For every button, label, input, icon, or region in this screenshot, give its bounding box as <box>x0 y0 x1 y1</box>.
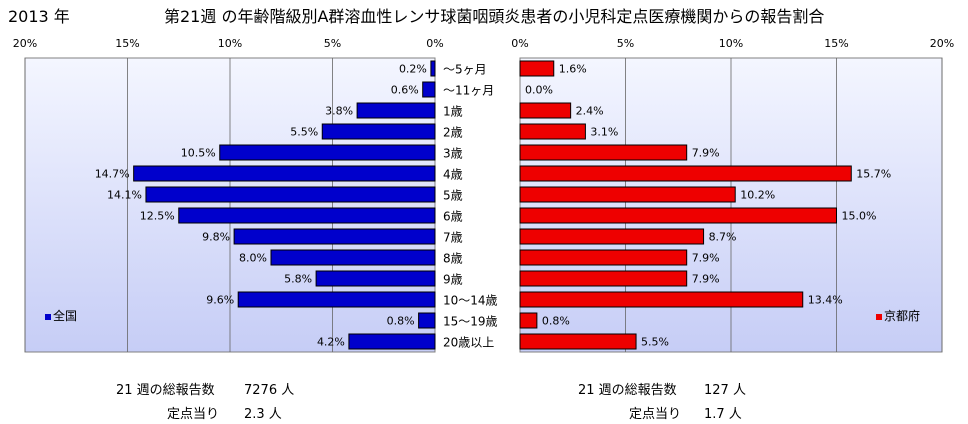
kyoto-bar <box>519 312 538 329</box>
kyoto-data-label: 15.7% <box>856 168 891 181</box>
kyoto-bar <box>519 270 688 287</box>
kyoto-data-label: 15.0% <box>842 210 877 223</box>
kyoto-x-tick-label: 0% <box>511 37 528 50</box>
national-total-value: 7276 人 <box>244 383 295 398</box>
national-data-label: 3.8% <box>325 105 353 118</box>
kyoto-total-value: 127 人 <box>704 383 746 398</box>
kyoto-per-point-label: 定点当り <box>629 407 682 422</box>
national-legend-label: 全国 <box>53 308 77 323</box>
age-category-label: 3歳 <box>443 147 463 161</box>
age-category-label: 4歳 <box>443 168 463 182</box>
national-data-label: 5.5% <box>290 126 318 139</box>
kyoto-per-point-value: 1.7 人 <box>704 407 742 422</box>
national-bar <box>270 249 436 266</box>
national-legend-swatch <box>45 314 51 320</box>
national-per-point-label: 定点当り <box>167 407 220 422</box>
national-data-label: 14.1% <box>107 189 142 202</box>
kyoto-bar <box>519 186 736 203</box>
age-category-label: 7歳 <box>443 231 463 245</box>
national-total-label: 21 週の総報告数 <box>116 383 215 398</box>
national-x-tick-label: 20% <box>13 37 37 50</box>
age-category-label: 20歳以上 <box>443 336 494 350</box>
kyoto-legend-label: 京都府 <box>884 308 920 323</box>
national-data-label: 0.2% <box>399 63 427 76</box>
kyoto-data-label: 7.9% <box>692 147 720 160</box>
national-x-tick-label: 15% <box>115 37 139 50</box>
age-category-label: 15～19歳 <box>443 315 498 329</box>
national-bar <box>237 291 436 308</box>
national-data-label: 10.5% <box>181 147 216 160</box>
kyoto-data-label: 2.4% <box>576 105 604 118</box>
kyoto-data-label: 7.9% <box>692 273 720 286</box>
national-data-label: 0.6% <box>391 84 419 97</box>
age-category-label: 2歳 <box>443 126 463 140</box>
national-bar <box>178 207 436 224</box>
national-data-label: 0.8% <box>387 315 415 328</box>
national-bar <box>430 60 436 77</box>
kyoto-data-label: 8.7% <box>709 231 737 244</box>
national-data-label: 8.0% <box>239 252 267 265</box>
kyoto-bar <box>519 291 804 308</box>
kyoto-bar <box>519 102 572 119</box>
national-bar <box>133 165 436 182</box>
kyoto-x-tick-label: 20% <box>930 37 954 50</box>
national-data-label: 9.8% <box>202 231 230 244</box>
kyoto-x-tick-label: 10% <box>719 37 743 50</box>
kyoto-data-label: 0.8% <box>542 315 570 328</box>
age-category-label: 8歳 <box>443 252 463 266</box>
national-x-tick-label: 5% <box>324 37 341 50</box>
national-bar <box>321 123 436 140</box>
kyoto-data-label: 0.0% <box>525 84 553 97</box>
kyoto-x-tick-label: 5% <box>617 37 634 50</box>
national-data-label: 5.8% <box>284 273 312 286</box>
age-category-label: ～5ヶ月 <box>443 63 487 77</box>
kyoto-total-label: 21 週の総報告数 <box>578 383 677 398</box>
age-category-label: 1歳 <box>443 105 463 119</box>
age-category-label: 5歳 <box>443 189 463 203</box>
national-bar <box>422 81 436 98</box>
kyoto-x-tick-label: 15% <box>824 37 848 50</box>
age-category-label: ～11ヶ月 <box>443 84 494 98</box>
national-bar <box>348 333 436 350</box>
kyoto-bar <box>519 165 852 182</box>
kyoto-legend-swatch <box>876 314 882 320</box>
national-data-label: 9.6% <box>206 294 234 307</box>
age-category-label: 6歳 <box>443 210 463 224</box>
kyoto-data-label: 13.4% <box>808 294 843 307</box>
chart-year: 2013 年 <box>8 7 70 26</box>
national-bar <box>233 228 436 245</box>
kyoto-bar <box>519 333 637 350</box>
kyoto-data-label: 3.1% <box>590 126 618 139</box>
kyoto-bar <box>519 123 586 140</box>
national-data-label: 4.2% <box>317 336 345 349</box>
national-bar <box>219 144 436 161</box>
national-x-tick-label: 0% <box>426 37 443 50</box>
national-bar <box>356 102 436 119</box>
national-bar <box>418 312 436 329</box>
kyoto-bar <box>519 144 688 161</box>
age-category-label: 9歳 <box>443 273 463 287</box>
kyoto-bar <box>519 228 705 245</box>
chart-title: 第21週 の年齢階級別A群溶血性レンサ球菌咽頭炎患者の小児科定点医療機関からの報… <box>164 7 825 26</box>
kyoto-data-label: 1.6% <box>559 63 587 76</box>
national-x-tick-label: 10% <box>218 37 242 50</box>
kyoto-data-label: 7.9% <box>692 252 720 265</box>
national-bar <box>315 270 436 287</box>
national-data-label: 14.7% <box>95 168 130 181</box>
national-per-point-value: 2.3 人 <box>244 407 282 422</box>
kyoto-data-label: 10.2% <box>740 189 775 202</box>
kyoto-data-label: 5.5% <box>641 336 669 349</box>
age-category-label: 10～14歳 <box>443 294 498 308</box>
national-data-label: 12.5% <box>140 210 175 223</box>
kyoto-bar <box>519 249 688 266</box>
kyoto-bar <box>519 207 837 224</box>
national-bar <box>145 186 436 203</box>
kyoto-bar <box>519 60 555 77</box>
